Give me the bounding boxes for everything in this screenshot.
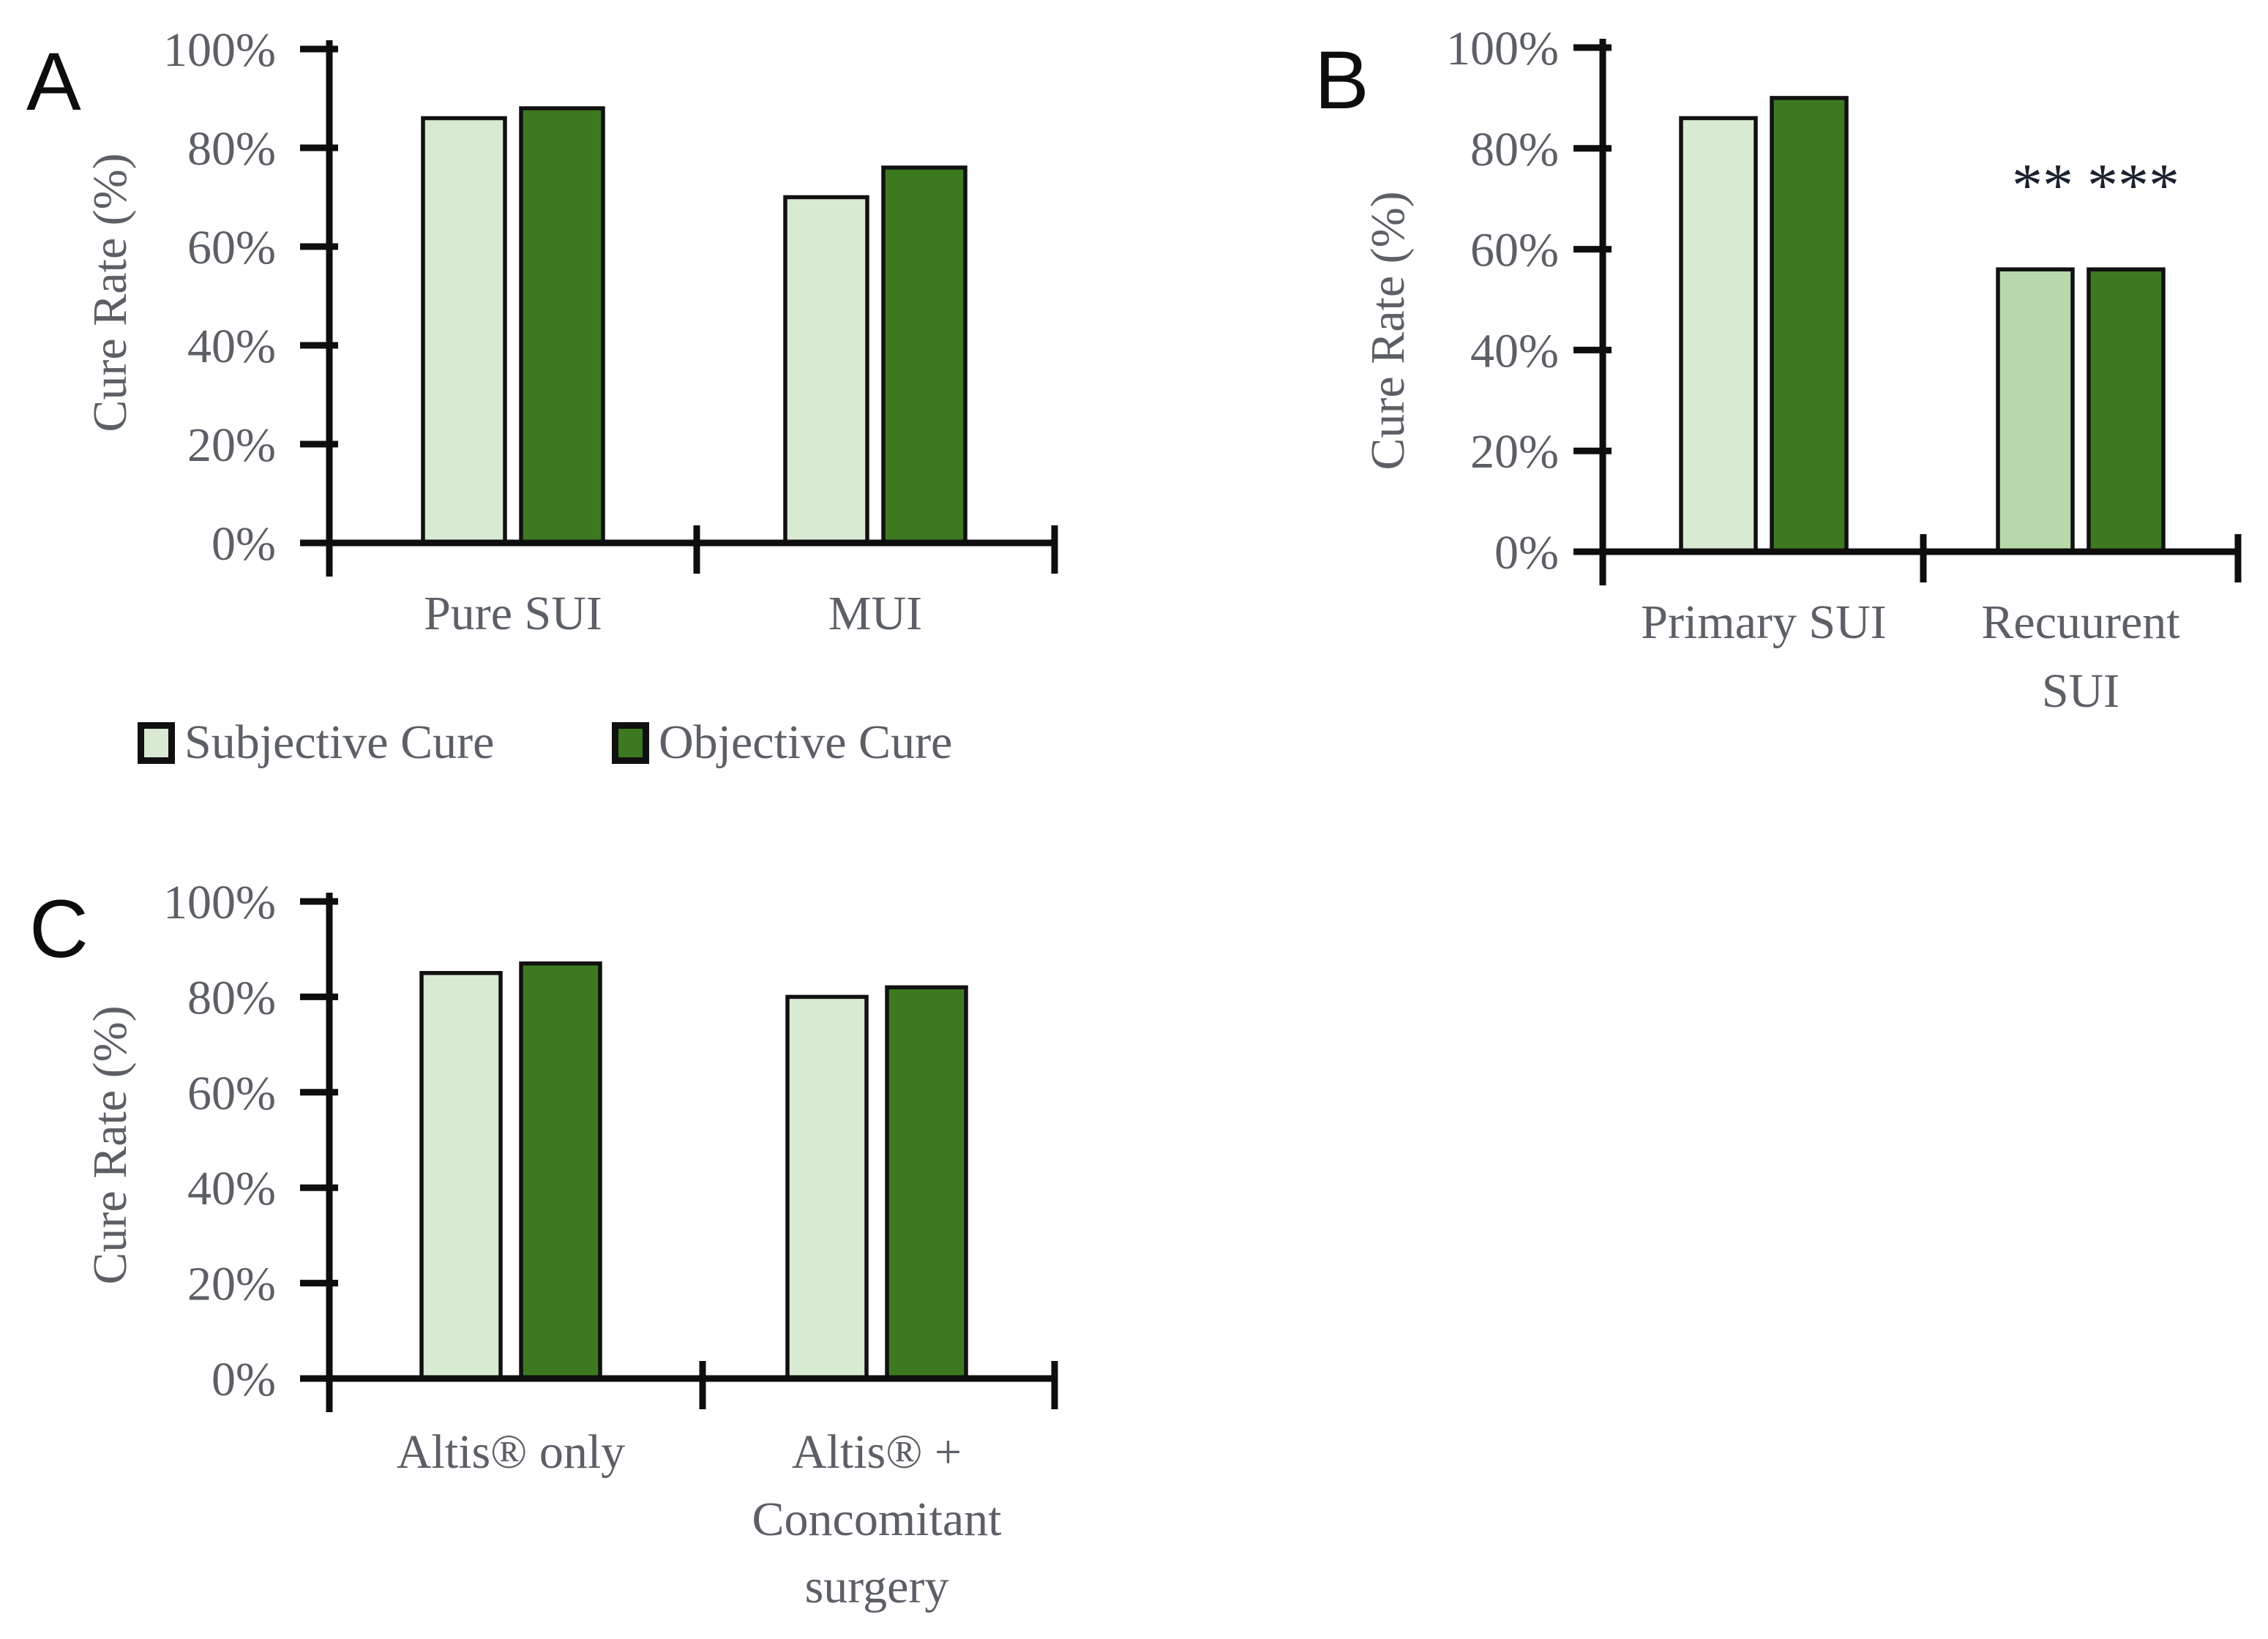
panel-c-bar-objective-cure-altis-concomitant-surgery bbox=[885, 985, 968, 1381]
panel-b-ytick-label-80: 80% bbox=[1470, 123, 1559, 176]
panel-c-y-axis-title: Cure Rate (%) bbox=[83, 1005, 137, 1284]
legend-label-subjective: Subjective Cure bbox=[184, 716, 495, 769]
panel-b-ytick-label-0: 0% bbox=[1494, 526, 1559, 580]
panel-c-ytick-label-0: 0% bbox=[212, 1353, 276, 1406]
panel-a-y-axis-title: Cure Rate (%) bbox=[83, 153, 137, 432]
panel-b-category-label-recuurent-sui-line2: SUI bbox=[2042, 664, 2119, 718]
chart-panel-b: B Cure Rate (%) 100% 80% 60% 40% 20% 0% Primary … bbox=[1314, 22, 2242, 718]
panel-b-ytick-label-20: 20% bbox=[1470, 425, 1559, 479]
panel-a-bar-subjective-cure-mui bbox=[783, 195, 869, 545]
panel-b-category-label-recuurent-sui: Recuurent bbox=[1981, 596, 2179, 649]
panel-a-bar-objective-cure-mui bbox=[881, 165, 968, 545]
panel-a-ytick-label-20: 20% bbox=[187, 419, 276, 472]
legend-item-objective-cure: Objective Cure bbox=[612, 719, 952, 767]
panel-b-bar-objective-cure-recuurent-sui bbox=[2087, 267, 2166, 554]
panel-c-bar-subjective-cure-altis-concomitant-surgery bbox=[785, 994, 869, 1381]
panel-c-ytick-label-60: 60% bbox=[187, 1067, 276, 1120]
panel-b-ytick-label-40: 40% bbox=[1470, 324, 1559, 378]
panel-b-annotation-3stars: *** bbox=[2087, 151, 2179, 220]
panel-b-bar-subjective-cure-recuurent-sui bbox=[1996, 267, 2075, 554]
chart-panel-c: C Cure Rate (%) 100% 80% 60% 40% 20% 0% Altis® o… bbox=[29, 876, 1058, 1613]
legend-swatch-subjective-icon bbox=[138, 721, 175, 764]
panel-c-ytick-label-40: 40% bbox=[187, 1162, 276, 1215]
panel-a-ytick-label-0: 0% bbox=[212, 517, 276, 571]
panel-a-ytick-label-80: 80% bbox=[187, 122, 276, 176]
panel-a-bar-subjective-cure-pure-sui bbox=[421, 116, 507, 545]
panel-a-ytick-label-60: 60% bbox=[187, 221, 276, 274]
panel-c-category-label-altis-concomitant-surgery: Altis® + bbox=[792, 1425, 962, 1479]
legend-item-subjective-cure: Subjective Cure bbox=[138, 719, 494, 767]
panel-b-bar-subjective-cure-primary-sui bbox=[1679, 116, 1758, 554]
panel-b-y-axis-title: Cure Rate (%) bbox=[1361, 191, 1415, 470]
panel-b-letter: B bbox=[1314, 34, 1369, 126]
panel-c-bar-subjective-cure-altis-only bbox=[419, 971, 503, 1381]
panel-a-category-label-mui: MUI bbox=[828, 587, 922, 640]
panel-a-category-label-pure-sui: Pure SUI bbox=[424, 587, 602, 640]
panel-b-ytick-label-100: 100% bbox=[1446, 22, 1559, 75]
panel-c-category-label-altis-concomitant-surgery-line3: surgery bbox=[805, 1560, 949, 1613]
legend-label-objective: Objective Cure bbox=[659, 716, 953, 769]
panel-c-bar-objective-cure-altis-only bbox=[519, 961, 602, 1381]
panel-a-ytick-label-100: 100% bbox=[163, 23, 276, 77]
panel-a-ytick-label-40: 40% bbox=[187, 320, 276, 373]
panel-b-annotation-2stars: ** bbox=[2012, 151, 2073, 220]
panel-b-bar-objective-cure-primary-sui bbox=[1770, 96, 1849, 554]
panel-c-ytick-label-80: 80% bbox=[187, 971, 276, 1024]
panel-c-letter: C bbox=[29, 883, 89, 975]
panel-b-ytick-label-60: 60% bbox=[1470, 224, 1559, 277]
panel-a-letter: A bbox=[26, 36, 81, 127]
panel-c-category-label-altis-concomitant-surgery-line2: Concomitant bbox=[752, 1493, 1002, 1546]
panel-a-bar-objective-cure-pure-sui bbox=[519, 106, 605, 545]
panel-b-category-label-primary-sui: Primary SUI bbox=[1641, 596, 1886, 649]
panel-c-ytick-label-100: 100% bbox=[163, 876, 276, 929]
legend-swatch-objective-icon bbox=[612, 721, 649, 764]
panel-c-category-label-altis-only: Altis® only bbox=[397, 1425, 625, 1479]
panel-c-ytick-label-20: 20% bbox=[187, 1258, 276, 1311]
